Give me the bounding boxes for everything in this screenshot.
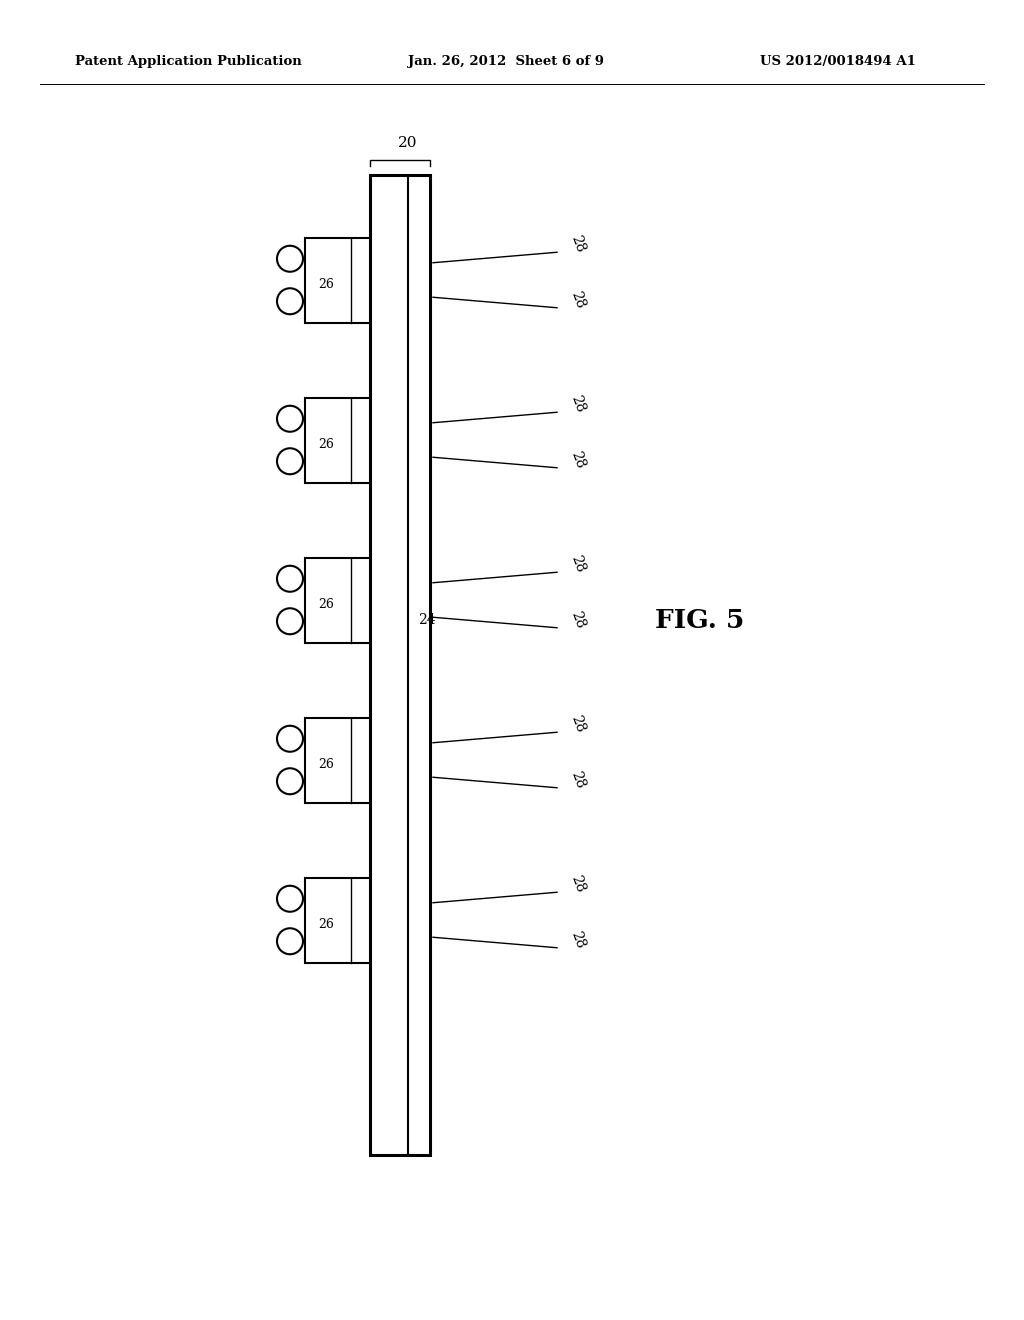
Text: 28: 28 — [568, 449, 588, 471]
Text: Jan. 26, 2012  Sheet 6 of 9: Jan. 26, 2012 Sheet 6 of 9 — [408, 55, 604, 69]
Text: 26: 26 — [318, 277, 335, 290]
Text: FIG. 5: FIG. 5 — [655, 607, 744, 632]
Text: 28: 28 — [568, 874, 588, 895]
Text: 26: 26 — [318, 598, 335, 610]
Text: 28: 28 — [568, 929, 588, 950]
Text: 24: 24 — [418, 612, 435, 627]
Bar — [305, 397, 370, 483]
Bar — [305, 238, 370, 322]
Text: 28: 28 — [568, 713, 588, 735]
Text: Patent Application Publication: Patent Application Publication — [75, 55, 302, 69]
Text: 28: 28 — [568, 770, 588, 791]
Text: 26: 26 — [318, 917, 335, 931]
Text: US 2012/0018494 A1: US 2012/0018494 A1 — [760, 55, 915, 69]
Text: 28: 28 — [568, 393, 588, 414]
Text: 28: 28 — [568, 289, 588, 310]
Text: 20: 20 — [398, 136, 418, 150]
Text: 28: 28 — [568, 553, 588, 574]
Text: 26: 26 — [318, 758, 335, 771]
Bar — [305, 557, 370, 643]
Bar — [370, 176, 430, 1155]
Text: 28: 28 — [568, 610, 588, 631]
Bar — [305, 718, 370, 803]
Bar — [305, 878, 370, 962]
Text: 28: 28 — [568, 234, 588, 255]
Text: 26: 26 — [318, 437, 335, 450]
